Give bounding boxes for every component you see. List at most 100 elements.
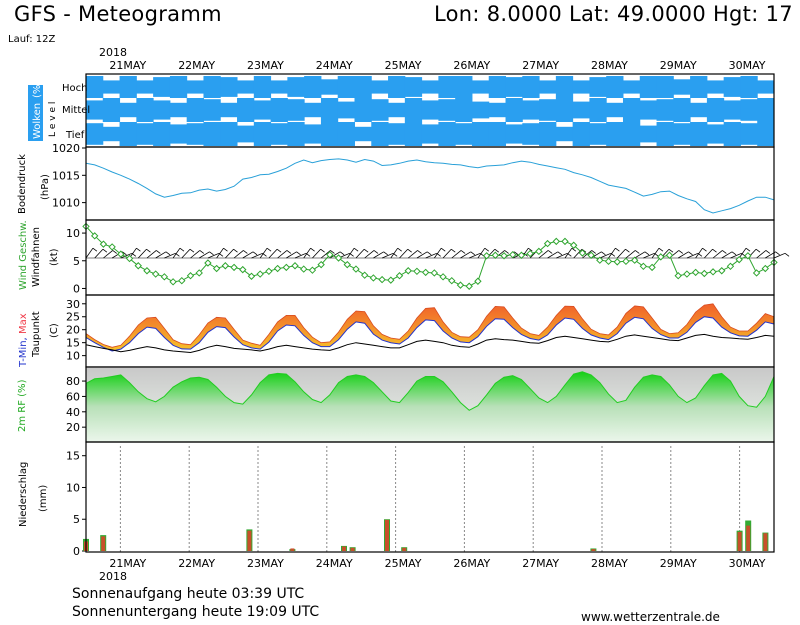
wind-speed-point [630, 256, 639, 264]
wind-barb [564, 247, 573, 259]
wind-barb [146, 250, 157, 259]
cloud-cell [136, 123, 154, 145]
wind-barb [259, 247, 268, 259]
wind-barb-flag [557, 251, 563, 256]
cloud-cell [656, 122, 674, 146]
cloud-cell [337, 76, 355, 98]
wind-barb [643, 252, 655, 259]
cloud-cell [639, 125, 658, 143]
cloud-cell [639, 100, 658, 120]
wind-barb [216, 247, 224, 259]
wind-barb [477, 247, 486, 259]
wind-barb [460, 251, 471, 259]
wind-speed-point [665, 251, 674, 259]
cloud-cell [572, 80, 590, 94]
cloud-cell [656, 99, 674, 121]
precip-bar-red [746, 525, 751, 551]
wind-speed-point [613, 258, 621, 266]
cloud-cell [86, 76, 104, 98]
wind-speed-point [744, 252, 752, 260]
wind-barb [556, 252, 568, 259]
wind-speed-point [709, 268, 717, 276]
cloud-cell [572, 122, 590, 146]
wind-barb [451, 250, 462, 259]
precipitation-unit: (mm) [38, 485, 49, 512]
sunset-text: Sonnenuntergang heute 19:09 UTC [72, 604, 320, 620]
wind-barb [181, 248, 191, 259]
cloud-cell [186, 98, 204, 122]
cloud-cell [237, 80, 255, 94]
wind-barb [625, 250, 636, 259]
wind-speed-point [221, 262, 230, 270]
cloud-cell [136, 98, 154, 122]
wind-barb-flag [407, 248, 412, 253]
cloud-cell [169, 102, 188, 118]
top-date-label: 21MAY [109, 59, 146, 72]
cloud-cell [337, 101, 355, 119]
cloud-cell [404, 98, 423, 122]
wind-barb-flag [775, 251, 780, 256]
cloud-cell [86, 123, 104, 145]
top-date-axis: 21MAY 22MAY 23MAY 24MAY 25MAY 26MAY 27MAY 28MAY… [109, 59, 765, 72]
cloud-cell [203, 122, 221, 146]
cloud-label-box [28, 85, 43, 141]
pressure-ylabel: Bodendruck [17, 154, 28, 214]
wind-barb [294, 252, 307, 259]
cloud-cell [102, 98, 121, 122]
wind-barb-flag [528, 247, 533, 252]
wind-speed-point [291, 262, 299, 270]
wind-barb [712, 250, 723, 259]
wind-barb-flag [484, 247, 490, 252]
cloud-cell [421, 80, 439, 94]
wind-barb-flag [571, 247, 577, 252]
precip-bar-red [101, 536, 106, 551]
cloud-cell [421, 124, 439, 144]
wind-speed-point [160, 273, 169, 281]
wind-speed-point [700, 269, 709, 278]
wind-barb-flag [688, 251, 693, 256]
cloud-cell [690, 76, 708, 98]
wind-panel: 0 5 10 Wind Geschw. Windfahnen (kt) [18, 219, 790, 296]
y-tick-label: 5 [73, 513, 80, 526]
cloud-cell [706, 98, 725, 122]
cloud-cell [388, 76, 406, 98]
wind-barb-flag [373, 250, 379, 254]
precip-bar-red [290, 548, 295, 551]
wind-barb [407, 250, 418, 259]
wind-speed-point [482, 252, 491, 260]
wind-speed-point [125, 254, 134, 263]
top-date-label: 29MAY [660, 59, 697, 72]
cloud-cell [673, 79, 691, 95]
precip-bar-red [763, 533, 768, 551]
wind-speed-point [395, 272, 404, 280]
wind-barb [704, 248, 713, 259]
cloud-level-hoch: Hoch [62, 83, 87, 94]
wind-speed-point [343, 260, 351, 269]
wind-speed-point [378, 275, 386, 284]
cloud-cell [253, 122, 272, 146]
wind-barb [399, 248, 408, 259]
wind-barb-flag [383, 251, 388, 256]
wind-barb-flag [470, 251, 476, 256]
wind-barb [434, 247, 442, 259]
cloud-cell [203, 99, 221, 121]
wind-barb-flag [678, 250, 684, 254]
top-date-label: 25MAY [385, 59, 422, 72]
cloud-cell [119, 76, 137, 98]
wind-speed-point [491, 251, 500, 259]
t-min-label: T-Min, [18, 337, 29, 368]
cloud-cell [287, 99, 305, 121]
wind-speed-point [622, 257, 630, 266]
wind-speed-point [117, 250, 125, 258]
wind-speed-point [526, 249, 534, 258]
wind-barb-flag [179, 247, 185, 252]
cloud-cell [757, 98, 775, 122]
cloud-cell [740, 123, 758, 145]
cloud-cell [253, 100, 272, 120]
cloud-cell [388, 102, 406, 118]
wind-speed-point [578, 249, 587, 257]
cloud-cell [438, 122, 456, 146]
wind-speed-point [674, 272, 682, 280]
pressure-series-line [85, 158, 775, 214]
